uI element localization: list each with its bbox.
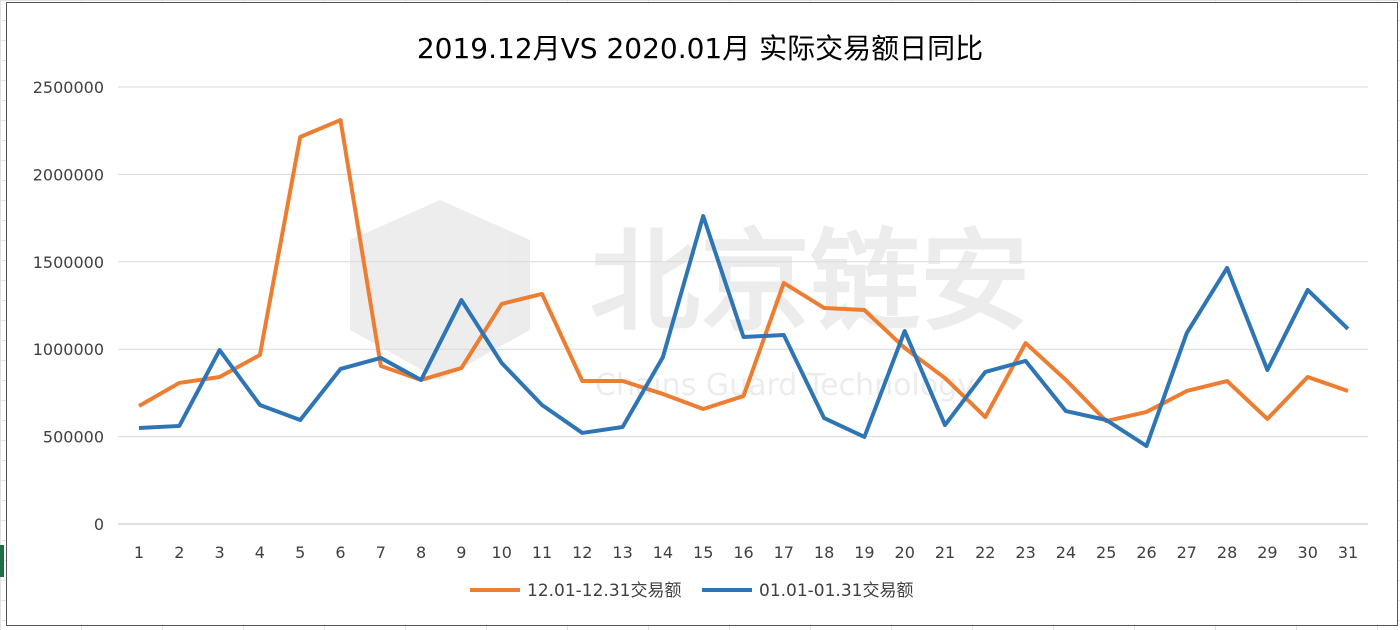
- x-tick-label: 26: [1136, 543, 1156, 562]
- x-tick-label: 9: [456, 543, 466, 562]
- x-tick-label: 25: [1096, 543, 1116, 562]
- y-tick-label: 2500000: [33, 78, 104, 97]
- x-tick-label: 8: [416, 543, 426, 562]
- watermark-logo: 北京链安 Chains Guard Technology: [350, 200, 1030, 403]
- x-tick-label: 12: [572, 543, 592, 562]
- x-tick-label: 10: [492, 543, 512, 562]
- x-tick-label: 23: [1015, 543, 1035, 562]
- chart-title: 2019.12月VS 2020.01月 实际交易额日同比: [417, 32, 983, 65]
- x-tick-label: 6: [335, 543, 345, 562]
- x-tick-label: 2: [174, 543, 184, 562]
- legend-label: 12.01-12.31交易额: [527, 581, 681, 601]
- x-tick-label: 7: [376, 543, 386, 562]
- y-tick-label: 1500000: [33, 253, 104, 272]
- x-tick-label: 14: [653, 543, 673, 562]
- x-tick-label: 30: [1298, 543, 1318, 562]
- x-tick-label: 19: [854, 543, 874, 562]
- svg-text:北京链安: 北京链安: [590, 218, 1030, 346]
- x-tick-label: 3: [215, 543, 225, 562]
- x-tick-label: 1: [134, 543, 144, 562]
- x-tick-label: 21: [935, 543, 955, 562]
- chart-area[interactable]: [6, 2, 1398, 626]
- cell-selection-marker: [0, 545, 4, 577]
- x-tick-label: 29: [1257, 543, 1277, 562]
- x-tick-label: 4: [255, 543, 265, 562]
- x-tick-label: 5: [295, 543, 305, 562]
- x-tick-label: 15: [693, 543, 713, 562]
- x-tick-label: 24: [1056, 543, 1076, 562]
- x-tick-label: 16: [733, 543, 753, 562]
- y-tick-label: 0: [94, 515, 104, 534]
- y-tick-label: 500000: [43, 428, 104, 447]
- x-tick-label: 13: [612, 543, 632, 562]
- series-line-1[interactable]: [138, 118, 1349, 424]
- x-tick-label: 11: [532, 543, 552, 562]
- x-tick-label: 18: [814, 543, 834, 562]
- x-tick-label: 27: [1177, 543, 1197, 562]
- x-tick-label: 17: [774, 543, 794, 562]
- y-tick-label: 2000000: [33, 165, 104, 184]
- x-tick-label: 31: [1338, 543, 1358, 562]
- x-tick-label: 28: [1217, 543, 1237, 562]
- series-line-2[interactable]: [138, 214, 1350, 449]
- y-tick-label: 1000000: [33, 340, 104, 359]
- x-tick-label: 22: [975, 543, 995, 562]
- svg-text:Chains Guard Technology: Chains Guard Technology: [595, 368, 975, 403]
- x-tick-label: 20: [895, 543, 915, 562]
- legend-label: 01.01-01.31交易额: [759, 581, 913, 601]
